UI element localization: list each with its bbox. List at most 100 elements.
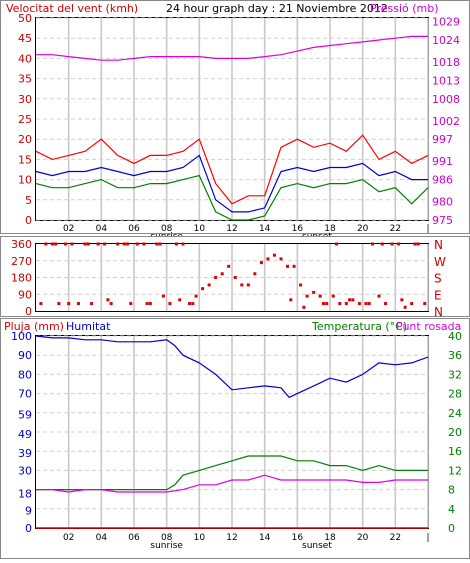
direction-point — [90, 302, 94, 306]
direction-point — [370, 242, 374, 246]
direction-point — [220, 272, 224, 276]
humidity-left-tick-label: 0 — [25, 522, 32, 535]
direction-point — [67, 302, 71, 306]
humidity-left-tick-label: 59 — [18, 409, 32, 422]
direction-point — [168, 302, 172, 306]
direction-compass-label: W — [434, 255, 446, 269]
direction-point — [54, 242, 58, 246]
temperature-right-tick-label: 4 — [448, 503, 455, 516]
direction-point — [155, 242, 159, 246]
wind-x-tick-label: 10 — [194, 224, 206, 234]
dewpoint-axis-title: Punt rosada — [396, 320, 461, 333]
pressure-right-tick-label: 1018 — [432, 56, 460, 69]
direction-point — [259, 261, 263, 265]
humidity-left-tick-label: 9 — [25, 505, 32, 518]
thermo-sunrise-label: sunrise — [150, 541, 183, 551]
direction-point — [191, 302, 195, 306]
direction-point — [240, 283, 244, 287]
direction-point — [351, 298, 355, 302]
humidity-left-tick-label: 30 — [18, 464, 32, 477]
wind-axis-title: Velocitat del vent (kmh) — [6, 2, 138, 15]
wind-series — [35, 35, 429, 221]
wind-left-tick-label: 20 — [18, 133, 32, 146]
direction-point — [44, 242, 48, 246]
wind-x-tick-label: 20 — [357, 224, 369, 234]
pressure-right-tick-label: 975 — [432, 214, 453, 227]
humidity-left-tick-label: 70 — [18, 388, 32, 401]
direction-point — [400, 298, 404, 302]
direction-point — [63, 242, 67, 246]
thermo-x-tick-label: 06 — [128, 533, 140, 543]
series-dew-line — [36, 474, 428, 493]
direction-point — [207, 283, 211, 287]
thermo-x-tick-label: 10 — [194, 533, 206, 543]
direction-point — [194, 294, 198, 298]
direction-point — [338, 302, 342, 306]
direction-point — [331, 294, 335, 298]
direction-point — [39, 302, 43, 306]
pressure-right-tick-label: 991 — [432, 155, 453, 168]
thermo-x-tick-label: 18 — [324, 533, 336, 543]
direction-point — [129, 302, 133, 306]
temperature-right-tick-label: 8 — [448, 484, 455, 497]
direction-point — [302, 305, 306, 309]
direction-point — [318, 294, 322, 298]
direction-point — [335, 242, 339, 246]
wind-x-tick-label: 08 — [161, 224, 173, 234]
temperature-right-tick-label: 12 — [448, 464, 462, 477]
direction-left-tick-label: 90 — [18, 288, 32, 301]
direction-point — [357, 302, 361, 306]
direction-compass-label: E — [434, 288, 442, 302]
direction-left-tick-label: 180 — [11, 272, 32, 285]
wind-left-tick-label: 10 — [18, 174, 32, 187]
direction-point — [96, 242, 100, 246]
direction-point — [50, 242, 54, 246]
wind-left-tick-label: 5 — [25, 194, 32, 207]
temperature-right-tick-label: 16 — [448, 445, 462, 458]
direction-point — [348, 298, 352, 302]
thermo-x-tick-label: 04 — [96, 533, 108, 543]
direction-point — [122, 242, 126, 246]
direction-point — [214, 276, 218, 279]
direction-point — [390, 242, 394, 246]
direction-point — [106, 298, 110, 302]
wind-x-tick-label: 18 — [324, 224, 336, 234]
temperature-right-tick-label: 20 — [448, 426, 462, 439]
temperature-right-tick-label: 32 — [448, 368, 462, 381]
thermo-x-tick-label: 22 — [390, 533, 401, 543]
direction-point — [83, 242, 87, 246]
humidity-left-tick-label: 100 — [11, 330, 32, 343]
direction-point — [178, 298, 182, 302]
temperature-right-tick-label: 28 — [448, 388, 462, 401]
humidity-left-tick-label: 18 — [18, 487, 32, 500]
humidity-left-tick-label: 49 — [18, 428, 32, 441]
direction-point — [70, 242, 74, 246]
wind-left-tick-label: 50 — [18, 12, 32, 25]
direction-compass-label: N — [434, 305, 443, 319]
direction-point — [423, 302, 427, 306]
pressure-right-tick-label: 1002 — [432, 115, 460, 128]
direction-point — [416, 242, 420, 246]
pressure-right-tick-label: 1008 — [432, 93, 460, 106]
pressure-right-tick-label: 986 — [432, 174, 453, 187]
temperature-right-tick-label: 40 — [448, 330, 462, 343]
direction-point — [86, 242, 90, 246]
direction-point — [161, 294, 165, 298]
direction-left-tick-label: 360 — [11, 238, 32, 251]
direction-point — [135, 242, 139, 246]
series-min-line — [35, 174, 429, 221]
wind-left-tick-label: 0 — [25, 214, 32, 227]
direction-point — [289, 298, 293, 302]
direction-point — [380, 242, 384, 246]
thermo-grid — [36, 335, 429, 529]
direction-point — [397, 242, 401, 246]
thermo-x-tick-label: 08 — [161, 533, 173, 543]
thermo-x-tick-label: 16 — [292, 533, 304, 543]
direction-left-tick-label: 0 — [25, 305, 32, 318]
thermo-sunset-label: sunset — [302, 541, 332, 551]
direction-point — [325, 302, 329, 306]
direction-point — [227, 264, 231, 268]
direction-grid — [36, 244, 429, 311]
series-pressure-line — [36, 35, 428, 61]
